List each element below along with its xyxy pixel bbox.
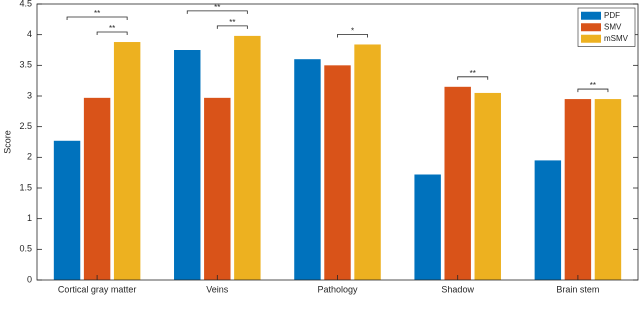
- significance-bracket: [96, 31, 128, 36]
- significance-label: **: [470, 69, 476, 78]
- bar: [564, 99, 592, 280]
- bar: [414, 174, 441, 280]
- bar: [53, 140, 81, 280]
- significance-bracket: [66, 16, 128, 21]
- bar: [294, 59, 321, 281]
- y-axis-label: Score: [2, 130, 12, 154]
- bar: [534, 160, 562, 280]
- significance-label: **: [590, 81, 596, 90]
- significance-label: *: [351, 27, 354, 36]
- legend-label: mSMV: [604, 34, 629, 43]
- x-tick-label: Cortical gray matter: [58, 284, 137, 294]
- x-tick-label: Brain stem: [556, 284, 599, 294]
- y-tick-label: 2.5: [19, 121, 32, 131]
- y-tick-label: 3: [27, 90, 32, 100]
- legend-swatch: [581, 23, 601, 32]
- significance-bracket: [577, 88, 609, 93]
- legend-label: SMV: [604, 22, 622, 31]
- legend-swatch: [581, 34, 601, 43]
- bar: [444, 86, 471, 280]
- bar: [174, 50, 201, 280]
- bar: [474, 92, 501, 280]
- y-tick-label: 4.5: [19, 0, 32, 8]
- x-tick-label: Veins: [206, 284, 229, 294]
- significance-bracket: [216, 25, 248, 29]
- bar: [234, 35, 261, 280]
- significance-bracket: [186, 10, 248, 14]
- significance-label: **: [214, 3, 220, 12]
- bar: [594, 99, 622, 280]
- y-tick-label: 1: [27, 213, 32, 223]
- significance-label: **: [229, 18, 235, 27]
- bar: [83, 97, 111, 280]
- legend-label: PDF: [604, 11, 620, 20]
- y-tick-label: 0.5: [19, 244, 32, 254]
- y-tick-label: 1.5: [19, 182, 32, 192]
- y-tick-label: 0: [27, 274, 32, 284]
- bar: [113, 42, 141, 280]
- bar: [204, 97, 231, 280]
- axes-box: [36, 3, 639, 281]
- y-tick-label: 4: [27, 29, 32, 39]
- y-tick-label: 3.5: [19, 60, 32, 70]
- x-tick-label: Pathology: [317, 284, 358, 294]
- x-tick-label: Shadow: [441, 284, 474, 294]
- bar: [324, 65, 351, 280]
- legend-swatch: [581, 11, 601, 20]
- y-tick-label: 2: [27, 152, 32, 162]
- significance-bracket: [457, 76, 489, 80]
- significance-label: **: [109, 24, 115, 33]
- significance-label: **: [94, 9, 100, 18]
- significance-bracket: [337, 34, 368, 38]
- bar: [354, 44, 381, 281]
